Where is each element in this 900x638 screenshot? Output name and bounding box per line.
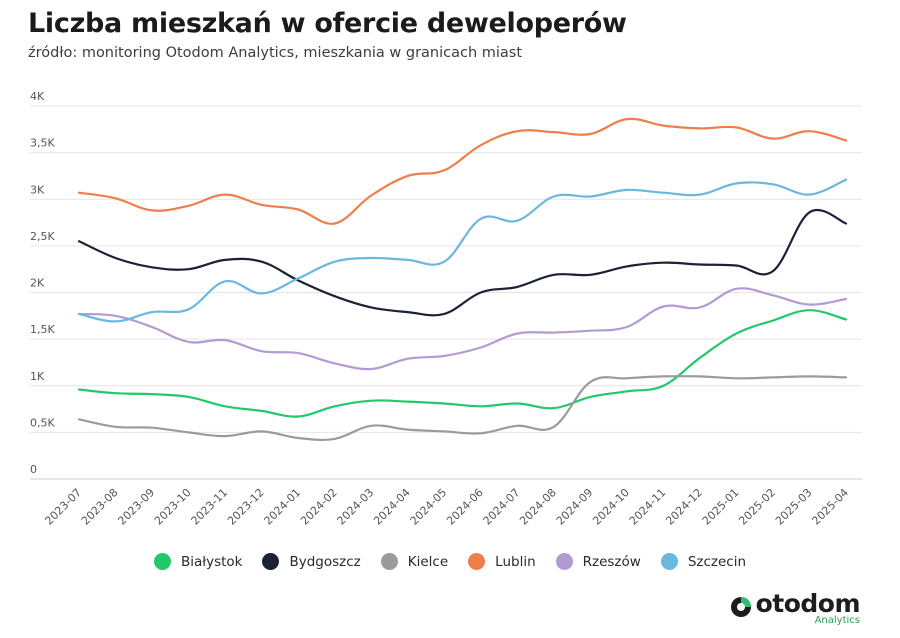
x-tick-label: 2024-10	[590, 486, 632, 528]
x-tick-label: 2024-01	[262, 486, 304, 528]
x-tick-label: 2024-02	[298, 486, 340, 528]
series-line-lublin	[77, 117, 848, 225]
x-tick-label: 2023-07	[42, 486, 84, 528]
y-tick-label: 3K	[30, 183, 45, 196]
series-line-bialystok	[77, 309, 848, 418]
x-tick-label: 2023-11	[189, 486, 231, 528]
x-tick-label: 2025-03	[773, 486, 815, 528]
y-tick-label: 4K	[30, 90, 45, 103]
legend-swatch	[468, 553, 486, 570]
legend-swatch	[153, 553, 171, 570]
legend-item-bydgoszcz: Bydgoszcz	[262, 553, 361, 570]
y-tick-label: 1K	[30, 370, 45, 383]
series-line-bydgoszcz	[77, 209, 848, 317]
y-tick-label: 0	[30, 463, 37, 476]
x-tick-label: 2023-12	[225, 486, 267, 528]
y-tick-label: 1,5K	[30, 323, 55, 336]
x-tick-label: 2024-05	[408, 486, 450, 528]
series-line-rzeszow	[77, 287, 848, 371]
x-tick-label: 2024-09	[554, 486, 596, 528]
x-tick-label: 2024-03	[335, 486, 377, 528]
series-line-kielce	[77, 375, 848, 442]
y-tick-label: 0,5K	[30, 416, 55, 429]
legend-item-lublin: Lublin	[468, 553, 536, 570]
x-tick-label: 2025-04	[809, 486, 851, 528]
y-tick-label: 3,5K	[30, 137, 55, 150]
x-tick-label: 2024-12	[663, 486, 705, 528]
legend-item-kielce: Kielce	[380, 553, 449, 570]
logo-wordmark: otodom	[755, 589, 861, 618]
x-tick-label: 2025-02	[736, 486, 778, 528]
legend-swatch	[380, 553, 398, 570]
legend-swatch	[660, 553, 678, 570]
chart-subtitle: źródło: monitoring Otodom Analytics, mie…	[28, 45, 523, 61]
legend: Białystok Bydgoszcz Kielce Lublin Rzeszów Szc…	[0, 553, 900, 570]
legend-swatch	[262, 553, 280, 570]
x-tick-label: 2024-07	[481, 486, 523, 528]
x-tick-label: 2024-08	[517, 486, 559, 528]
logo-subtitle: Analytics	[814, 615, 860, 626]
legend-label: Kielce	[407, 553, 449, 570]
legend-label: Białystok	[180, 553, 243, 570]
legend-label: Szczecin	[687, 553, 747, 570]
x-tick-label: 2024-06	[444, 486, 486, 528]
legend-swatch	[555, 553, 573, 570]
x-tick-label: 2023-08	[79, 486, 121, 528]
legend-label: Rzeszów	[582, 553, 641, 570]
y-tick-label: 2K	[30, 277, 45, 290]
chart-title: Liczba mieszkań w ofercie deweloperów	[28, 8, 627, 39]
y-tick-label: 2,5K	[30, 230, 55, 243]
x-tick-label: 2023-09	[115, 486, 157, 528]
legend-item-rzeszow: Rzeszów	[555, 553, 641, 570]
x-tick-label: 2025-01	[700, 486, 742, 528]
series-line-szczecin	[77, 178, 848, 323]
legend-label: Bydgoszcz	[289, 553, 361, 570]
legend-item-bialystok: Białystok	[153, 553, 243, 570]
x-tick-label: 2024-04	[371, 486, 413, 528]
x-tick-label: 2024-11	[627, 486, 669, 528]
x-tick-label: 2023-10	[152, 486, 194, 528]
legend-label: Lublin	[495, 553, 536, 570]
otodom-logo: otodom Analytics	[730, 589, 861, 626]
legend-item-szczecin: Szczecin	[660, 553, 747, 570]
otodom-logo-icon	[730, 597, 751, 617]
